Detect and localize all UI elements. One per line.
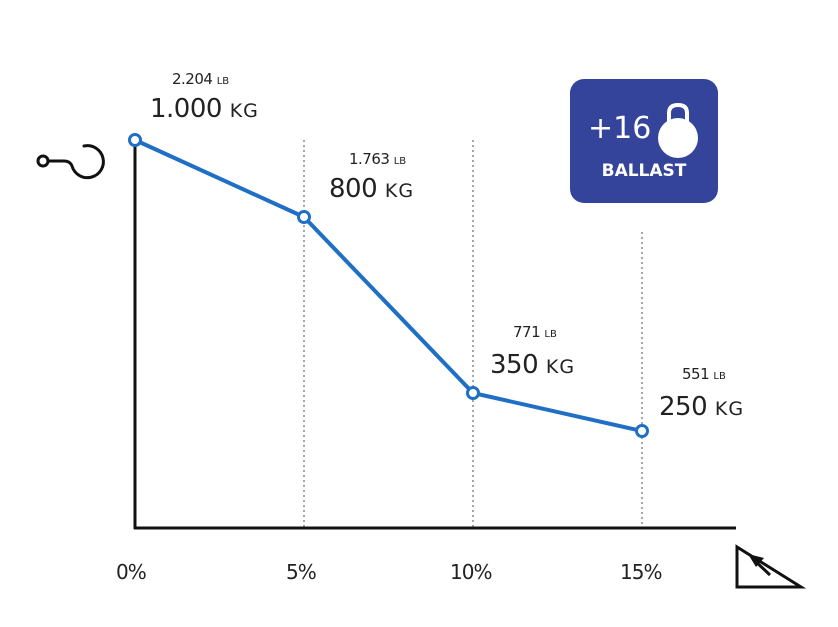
x-tick-0: 0% <box>116 560 147 584</box>
label-kg-0: 1.000 KG <box>150 94 259 124</box>
kg-value: 250 <box>659 392 708 422</box>
kg-unit: KG <box>384 180 415 202</box>
lb-unit: LB <box>393 156 407 167</box>
label-kg-5: 800 KG <box>329 174 414 204</box>
ballast-label: BALLAST <box>601 161 687 181</box>
data-point-15[interactable] <box>635 424 649 438</box>
x-tick-15: 15% <box>620 560 662 584</box>
x-tick-5: 5% <box>286 560 317 584</box>
label-lb-10: 771 LB <box>513 323 557 341</box>
ballast-value: +16 <box>588 111 652 146</box>
tow-hook-icon <box>36 144 105 180</box>
slope-icon <box>735 544 807 589</box>
lb-unit: LB <box>544 329 557 340</box>
label-lb-5: 1.763 LB <box>349 150 406 168</box>
kettlebell-icon <box>658 102 698 158</box>
label-lb-15: 551 LB <box>682 365 726 383</box>
data-point-10[interactable] <box>466 386 480 400</box>
data-point-0[interactable] <box>128 133 142 147</box>
lb-value: 2.204 <box>172 70 213 88</box>
lb-value: 1.763 <box>349 150 390 168</box>
kg-value: 800 <box>329 174 378 204</box>
lb-unit: LB <box>713 371 726 382</box>
kg-unit: KG <box>229 100 259 122</box>
label-kg-15: 250 KG <box>659 392 744 422</box>
lb-unit: LB <box>216 76 230 87</box>
label-lb-0: 2.204 LB <box>172 70 229 88</box>
lb-value: 551 <box>682 365 710 383</box>
ballast-badge: +16 BALLAST <box>570 79 718 203</box>
x-tick-10: 10% <box>450 560 492 584</box>
kg-unit: KG <box>545 356 576 378</box>
lb-value: 771 <box>513 323 541 341</box>
kg-unit: KG <box>714 398 745 420</box>
kg-value: 350 <box>490 350 539 380</box>
kg-value: 1.000 <box>150 94 222 124</box>
capacity-line <box>134 138 643 433</box>
label-kg-10: 350 KG <box>490 350 575 380</box>
data-point-5[interactable] <box>297 210 311 224</box>
